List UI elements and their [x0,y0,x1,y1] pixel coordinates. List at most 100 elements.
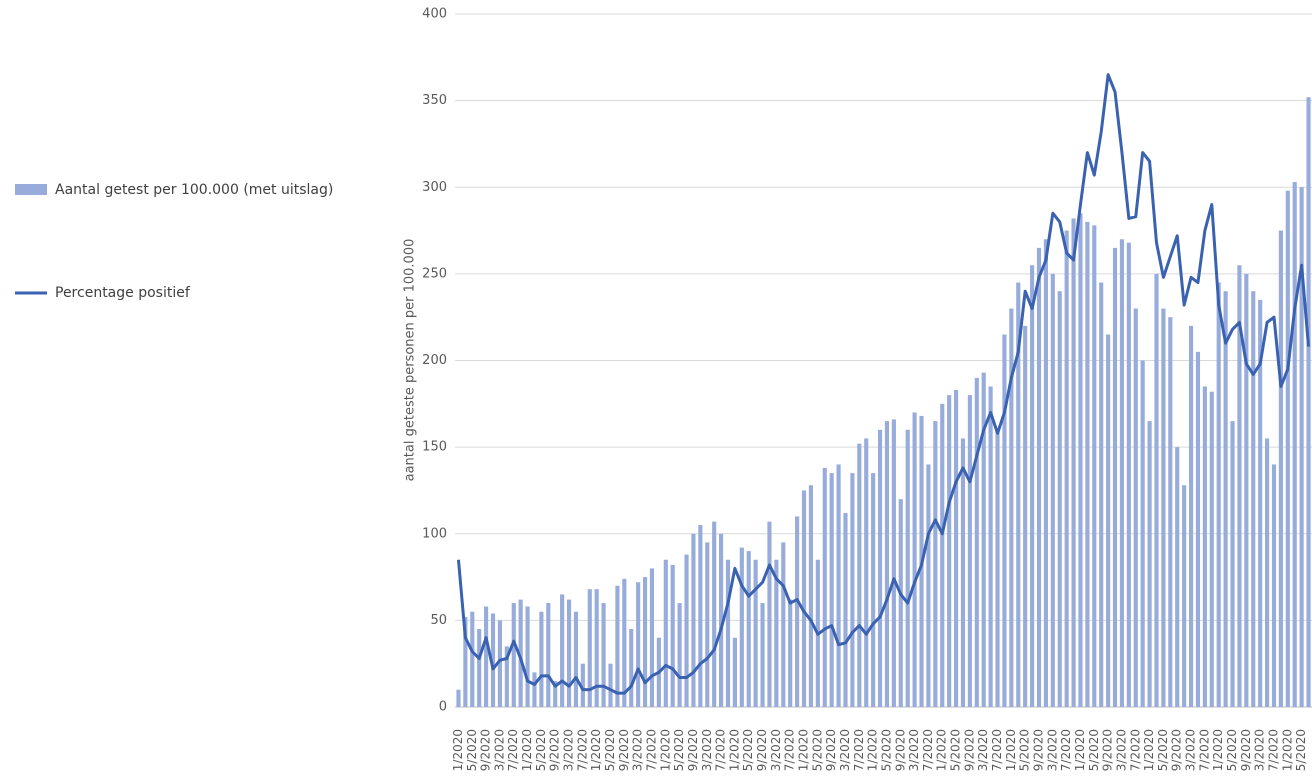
x-tick-label: 5/2020 [1156,729,1170,771]
bar [705,542,710,707]
bar [746,551,751,707]
bar [1154,273,1159,707]
bar [1099,282,1104,707]
bar [1043,239,1048,707]
bar [1112,247,1118,707]
x-tick-label: 7/2020 [990,729,1004,771]
bar [497,620,502,707]
y-tick-label: 50 [430,613,447,628]
bar [767,521,772,707]
x-tick-label: 3/2020 [1184,729,1198,771]
bar [1036,247,1042,707]
y-tick-label: 400 [422,7,447,22]
x-tick-label: 5/2020 [879,729,893,771]
bar [960,438,966,707]
x-tick-label: 1/2020 [935,729,949,771]
bar [836,464,841,707]
bar [753,559,758,707]
bar [739,547,744,707]
x-tick-label: 5/2020 [603,729,617,771]
bar [801,490,807,707]
bar [850,473,855,707]
bar [947,395,952,707]
legend-label: Aantal getest per 100.000 (met uitslag) [55,182,333,198]
bar [1285,190,1290,708]
x-tick-label: 3/2020 [1045,729,1059,771]
bar [898,499,903,707]
bar [719,533,724,707]
bar [1258,299,1263,707]
bar [470,611,475,707]
bar [1299,187,1304,707]
x-tick-label: 7/2020 [921,729,935,771]
bar [511,603,516,707]
x-tick-label: 1/2020 [1073,729,1087,771]
bar [477,629,482,707]
bar [566,599,572,707]
bar [1057,291,1062,707]
bar [912,412,917,707]
x-tick-label: 3/2020 [700,729,714,771]
bar [995,429,1000,707]
bar [1092,225,1097,708]
y-tick-label: 350 [422,93,447,108]
bar [622,578,627,707]
x-tick-label: 9/2020 [617,729,631,771]
bar [877,429,883,707]
bar [642,577,648,707]
bar [594,589,599,707]
x-tick-label: 5/2020 [1225,729,1239,771]
line [456,73,1311,695]
bar [1064,230,1069,707]
bar [940,403,945,707]
bar [974,377,979,707]
bar [1188,325,1194,707]
x-tick-label: 9/2020 [686,729,700,771]
bar [1071,218,1076,707]
y-tick-label: 250 [422,266,447,281]
y-tick-label: 300 [422,180,447,195]
x-tick-label: 1/2020 [520,729,534,771]
x-tick-label: 7/2020 [783,729,797,771]
bar [601,603,606,707]
bar [926,464,931,707]
x-tick-label: 1/2020 [1211,729,1225,771]
x-tick-label: 3/2020 [907,729,921,771]
bar [1230,421,1235,707]
y-tick-label: 0 [439,700,447,715]
bar [463,616,468,707]
bar [967,395,972,707]
bar [1175,447,1180,707]
bar [1085,221,1090,707]
x-tick-label: 5/2020 [534,729,548,771]
x-tick-label: 5/2020 [1087,729,1101,771]
bar [670,564,675,707]
bar [560,594,565,707]
legend-swatch [15,184,47,195]
bar [1195,351,1201,707]
bar [829,473,834,707]
legend-label: Percentage positief [55,285,191,301]
bar [1126,242,1131,707]
y-tick-label: 150 [422,440,447,455]
x-tick-label: 9/2020 [1239,729,1253,771]
x-tick-label: 9/2020 [548,729,562,771]
x-tick-label: 1/2020 [1004,729,1018,771]
bar [1202,386,1207,707]
x-tick-label: 1/2020 [727,729,741,771]
bar [774,559,779,707]
bar [518,599,523,707]
x-tick-label: 5/2020 [1294,729,1308,771]
x-tick-label: 3/2020 [492,729,506,771]
bar [781,542,786,707]
bar [484,606,489,707]
x-tick-label: 7/2020 [1197,729,1211,771]
bar [684,554,689,707]
x-tick-label: 1/2020 [589,729,603,771]
bar [725,559,731,707]
bar [864,438,869,707]
bar [1106,334,1111,707]
bar [1009,308,1014,707]
bar [808,485,814,707]
